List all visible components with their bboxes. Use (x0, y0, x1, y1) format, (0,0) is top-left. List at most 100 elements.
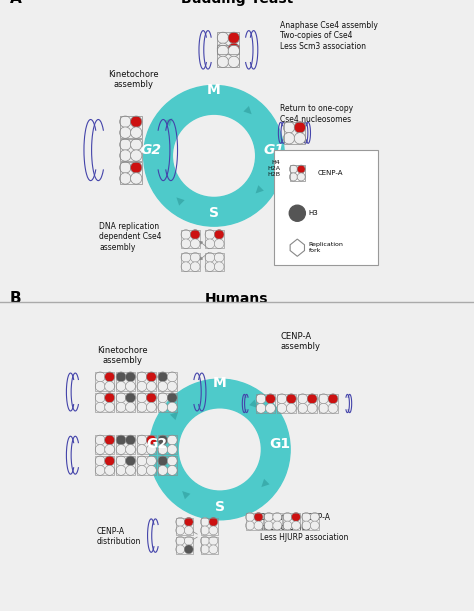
Circle shape (290, 173, 298, 181)
Circle shape (217, 56, 228, 68)
Bar (176, 536, 193, 554)
Circle shape (130, 127, 142, 138)
Circle shape (265, 394, 275, 404)
Bar (218, 45, 239, 67)
Circle shape (105, 402, 115, 412)
Text: G2: G2 (140, 143, 161, 157)
Circle shape (126, 393, 136, 403)
Bar (95, 393, 114, 412)
Circle shape (181, 252, 191, 262)
Circle shape (167, 466, 177, 475)
Circle shape (184, 518, 193, 526)
Circle shape (181, 262, 191, 271)
Circle shape (286, 394, 296, 404)
Circle shape (307, 394, 317, 404)
Circle shape (167, 402, 177, 412)
Circle shape (119, 139, 131, 150)
Circle shape (158, 381, 168, 391)
Text: CENP-A
assembly: CENP-A assembly (280, 332, 320, 351)
Circle shape (310, 521, 319, 530)
Circle shape (283, 521, 292, 530)
Circle shape (146, 372, 156, 382)
Circle shape (292, 513, 301, 521)
Circle shape (176, 536, 185, 545)
Circle shape (95, 466, 105, 475)
Circle shape (137, 466, 147, 475)
Text: Replication
fork: Replication fork (309, 243, 344, 253)
Circle shape (146, 381, 156, 391)
Text: S: S (215, 500, 225, 514)
Circle shape (181, 239, 191, 249)
Bar (256, 394, 275, 413)
Text: Kinetochore
assembly: Kinetochore assembly (97, 346, 147, 365)
Circle shape (191, 230, 200, 240)
Text: B: B (9, 291, 21, 306)
Circle shape (137, 372, 147, 382)
Circle shape (209, 536, 218, 545)
Circle shape (292, 521, 301, 530)
Bar (218, 32, 239, 54)
Bar (158, 435, 177, 454)
Circle shape (228, 43, 239, 54)
Bar (264, 513, 282, 530)
Circle shape (146, 402, 156, 412)
Circle shape (302, 513, 310, 521)
Circle shape (119, 162, 131, 173)
Circle shape (105, 445, 115, 455)
Circle shape (137, 445, 147, 455)
Circle shape (191, 239, 200, 249)
Circle shape (137, 393, 147, 403)
Text: M: M (213, 376, 227, 390)
Text: Anaphase Cse4 assembly
Two-copies of Cse4
Less Scm3 association: Anaphase Cse4 assembly Two-copies of Cse… (280, 21, 378, 51)
Circle shape (273, 521, 282, 530)
Circle shape (277, 394, 287, 404)
Circle shape (146, 466, 156, 475)
Circle shape (214, 239, 224, 249)
Text: S: S (209, 207, 219, 220)
Circle shape (228, 32, 239, 43)
Circle shape (137, 381, 147, 391)
Circle shape (181, 230, 191, 240)
Circle shape (184, 536, 193, 545)
Circle shape (116, 466, 126, 475)
Circle shape (307, 403, 317, 413)
Circle shape (319, 403, 328, 413)
Circle shape (167, 435, 177, 445)
Circle shape (264, 521, 273, 530)
Circle shape (119, 127, 131, 138)
Text: H3: H3 (309, 210, 319, 216)
Text: G1: G1 (264, 143, 285, 157)
Circle shape (116, 393, 126, 403)
Text: Return to one-copy
Cse4 nucleosomes: Return to one-copy Cse4 nucleosomes (280, 104, 353, 123)
Bar (158, 456, 177, 475)
Circle shape (205, 239, 215, 249)
Circle shape (217, 32, 228, 43)
Circle shape (126, 456, 136, 466)
Circle shape (298, 403, 308, 413)
Circle shape (126, 445, 136, 455)
Bar (290, 166, 305, 181)
Circle shape (191, 252, 200, 262)
Circle shape (264, 513, 273, 521)
Circle shape (95, 402, 105, 412)
Circle shape (116, 445, 126, 455)
Bar (298, 394, 317, 413)
Circle shape (290, 165, 298, 173)
Circle shape (176, 526, 185, 535)
Circle shape (310, 513, 319, 521)
Bar (120, 139, 142, 161)
Circle shape (119, 173, 131, 184)
Bar (205, 253, 224, 271)
Circle shape (201, 536, 210, 545)
Circle shape (167, 372, 177, 382)
Circle shape (289, 205, 305, 221)
Text: G1: G1 (270, 437, 291, 451)
Circle shape (167, 381, 177, 391)
Text: CENP-A
distribution: CENP-A distribution (96, 527, 141, 546)
Circle shape (137, 456, 147, 466)
Circle shape (283, 133, 295, 144)
Bar (283, 122, 305, 144)
Circle shape (254, 521, 263, 530)
Text: Budding Yeast: Budding Yeast (181, 0, 293, 7)
Circle shape (116, 456, 126, 466)
